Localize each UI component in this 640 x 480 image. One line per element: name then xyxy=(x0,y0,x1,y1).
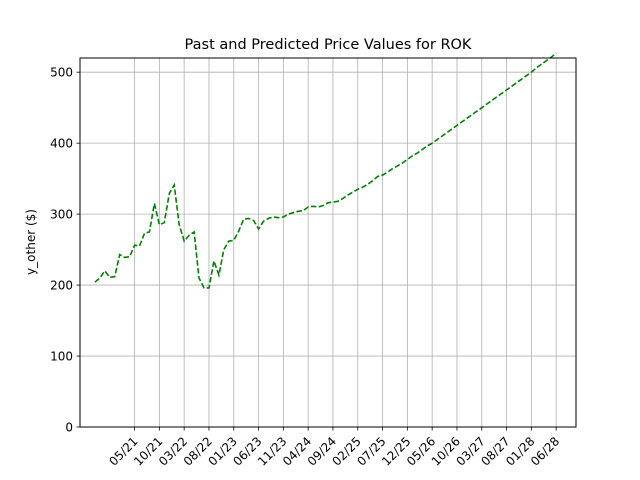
y-tick-label: 0 xyxy=(65,420,73,434)
y-tick-label: 500 xyxy=(50,65,73,79)
y-tick-label: 300 xyxy=(50,207,73,221)
y-tick-label: 100 xyxy=(50,349,73,363)
x-axis: 05/2110/2103/2208/2201/2306/2311/2304/24… xyxy=(106,427,562,469)
y-axis-label: y_other ($) xyxy=(24,209,38,275)
plot-frame xyxy=(79,57,577,428)
series-layer xyxy=(94,52,557,289)
chart-title: Past and Predicted Price Values for ROK xyxy=(185,37,472,53)
series-line xyxy=(94,52,557,289)
y-tick-label: 200 xyxy=(50,278,73,292)
x-tick-label: 06/28 xyxy=(528,434,562,468)
grid xyxy=(80,58,576,428)
y-tick-label: 400 xyxy=(50,136,73,150)
y-axis: 0 100 200 300 400 500 xyxy=(50,65,80,434)
